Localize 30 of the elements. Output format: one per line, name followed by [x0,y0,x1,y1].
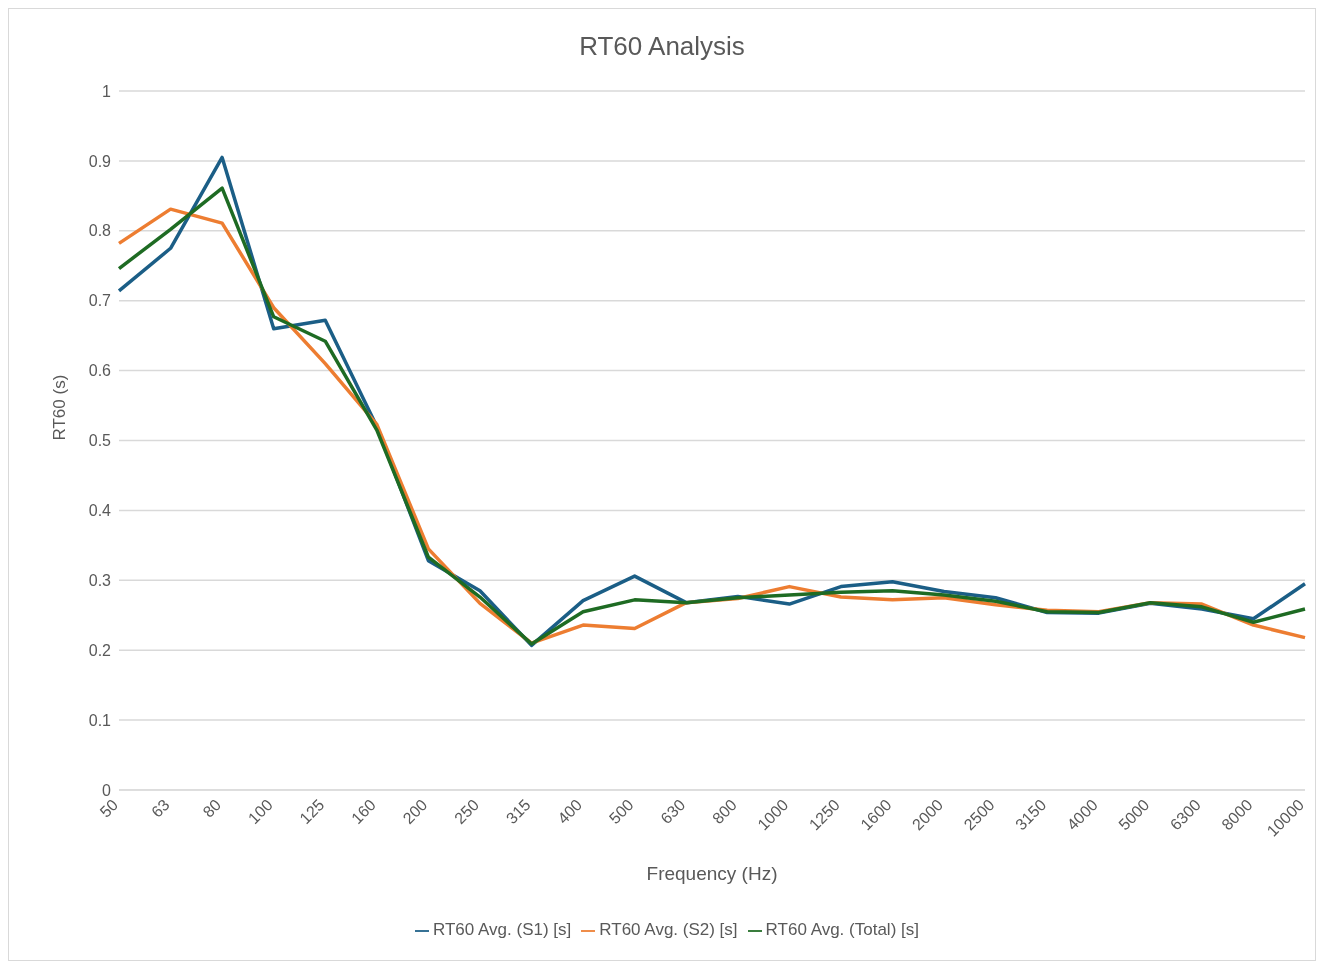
x-tick-label: 400 [554,796,586,827]
legend-label: RT60 Avg. (Total) [s] [765,920,919,939]
y-tick-label: 0.4 [88,502,112,520]
x-tick-label: 80 [199,796,225,821]
y-tick-label: 0.1 [88,711,112,729]
x-tick-label: 630 [657,796,689,827]
x-tick-label: 50 [96,796,122,821]
y-tick-label: 0 [102,781,112,799]
x-tick-label: 63 [148,796,173,821]
x-tick-label: 800 [709,796,740,827]
x-tick-label: 250 [451,796,483,827]
y-tick-label: 0.2 [88,641,112,659]
y-tick-label: 1 [102,82,112,100]
legend-label: RT60 Avg. (S2) [s] [599,920,738,939]
y-axis-title: RT60 (s) [50,374,70,441]
x-tick-label: 160 [348,796,380,827]
x-tick-label: 315 [502,796,534,827]
x-tick-label: 100 [244,796,276,827]
x-tick-label: 200 [399,796,431,827]
y-tick-label: 0.8 [88,222,112,240]
x-tick-label: 500 [605,796,637,827]
y-tick-label: 0.7 [88,292,112,310]
legend-label: RT60 Avg. (S1) [s] [433,920,572,939]
x-axis-title: Frequency (Hz) [646,863,778,884]
y-tick-label: 0.6 [88,362,112,380]
x-tick-label: 125 [296,796,328,827]
chart-title: RT60 Analysis [578,31,746,62]
y-tick-label: 0.5 [88,432,112,450]
y-tick-label: 0.3 [88,571,112,589]
y-tick-label: 0.9 [88,152,112,170]
